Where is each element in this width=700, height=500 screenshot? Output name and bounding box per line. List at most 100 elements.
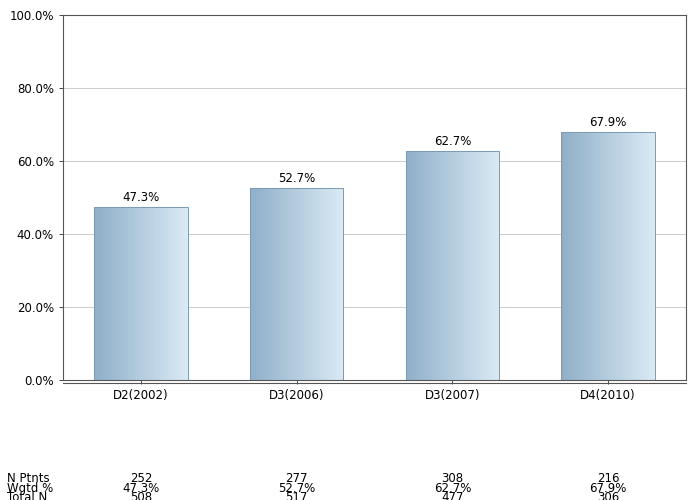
Bar: [149, 208, 150, 380]
Bar: [478, 151, 480, 380]
Bar: [112, 208, 113, 380]
Bar: [339, 188, 340, 380]
Bar: [476, 151, 477, 380]
Bar: [458, 151, 459, 380]
Bar: [648, 132, 649, 380]
Bar: [260, 188, 262, 380]
Bar: [290, 188, 292, 380]
Bar: [588, 132, 589, 380]
Bar: [623, 132, 624, 380]
Bar: [312, 188, 313, 380]
Bar: [444, 151, 445, 380]
Bar: [184, 208, 186, 380]
Bar: [298, 188, 299, 380]
Bar: [626, 132, 628, 380]
Bar: [600, 132, 601, 380]
Bar: [295, 188, 297, 380]
Bar: [598, 132, 600, 380]
Bar: [620, 132, 621, 380]
Bar: [120, 208, 121, 380]
Bar: [570, 132, 571, 380]
Bar: [461, 151, 462, 380]
Bar: [267, 188, 269, 380]
Bar: [643, 132, 645, 380]
Bar: [265, 188, 267, 380]
Bar: [94, 208, 95, 380]
Bar: [635, 132, 636, 380]
Bar: [596, 132, 598, 380]
Bar: [320, 188, 321, 380]
Bar: [480, 151, 481, 380]
Bar: [258, 188, 260, 380]
Bar: [323, 188, 325, 380]
Bar: [176, 208, 177, 380]
Bar: [452, 151, 454, 380]
Bar: [125, 208, 126, 380]
Bar: [287, 188, 288, 380]
Bar: [651, 132, 652, 380]
Bar: [326, 188, 327, 380]
Bar: [342, 188, 344, 380]
Bar: [410, 151, 412, 380]
Bar: [469, 151, 470, 380]
Bar: [156, 208, 158, 380]
Bar: [422, 151, 423, 380]
Bar: [314, 188, 316, 380]
Bar: [443, 151, 444, 380]
Bar: [436, 151, 438, 380]
Bar: [293, 188, 295, 380]
Bar: [565, 132, 566, 380]
Bar: [586, 132, 587, 380]
Bar: [456, 151, 457, 380]
Bar: [119, 208, 120, 380]
Bar: [441, 151, 442, 380]
Bar: [430, 151, 431, 380]
Bar: [151, 208, 153, 380]
Bar: [255, 188, 256, 380]
Bar: [438, 151, 440, 380]
Bar: [276, 188, 277, 380]
Text: 52.7%: 52.7%: [278, 482, 315, 495]
Bar: [98, 208, 99, 380]
Bar: [440, 151, 441, 380]
Bar: [133, 208, 134, 380]
Bar: [142, 208, 144, 380]
Bar: [174, 208, 175, 380]
Bar: [587, 132, 589, 380]
Bar: [280, 188, 281, 380]
Bar: [158, 208, 160, 380]
Bar: [654, 132, 655, 380]
Bar: [167, 208, 168, 380]
Bar: [420, 151, 421, 380]
Bar: [311, 188, 312, 380]
Bar: [584, 132, 586, 380]
Bar: [325, 188, 326, 380]
Bar: [318, 188, 320, 380]
Bar: [621, 132, 622, 380]
Bar: [102, 208, 104, 380]
Bar: [447, 151, 448, 380]
Bar: [642, 132, 643, 380]
Bar: [136, 208, 137, 380]
Bar: [483, 151, 484, 380]
Bar: [578, 132, 579, 380]
Bar: [250, 188, 343, 380]
Bar: [308, 188, 309, 380]
Bar: [299, 188, 300, 380]
Bar: [487, 151, 489, 380]
Bar: [322, 188, 323, 380]
Bar: [637, 132, 638, 380]
Bar: [109, 208, 111, 380]
Bar: [288, 188, 290, 380]
Bar: [269, 188, 270, 380]
Bar: [434, 151, 435, 380]
Bar: [640, 132, 642, 380]
Bar: [172, 208, 173, 380]
Bar: [140, 208, 141, 380]
Bar: [278, 188, 279, 380]
Text: 508: 508: [130, 491, 152, 500]
Bar: [608, 132, 610, 380]
Bar: [591, 132, 592, 380]
Bar: [169, 208, 170, 380]
Bar: [155, 208, 156, 380]
